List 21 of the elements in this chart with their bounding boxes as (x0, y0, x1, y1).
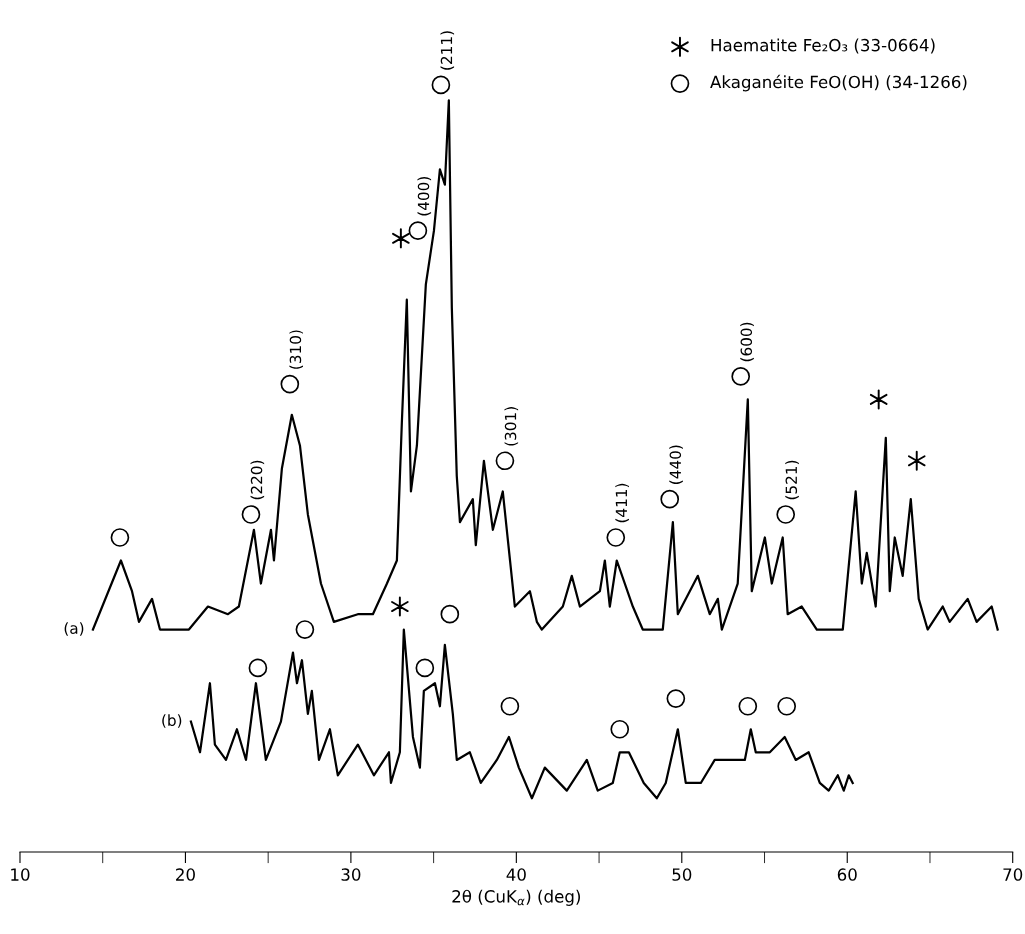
x-tick-label: 60 (837, 868, 857, 881)
legend-label: Akaganéite FeO(OH) (34-1266) (710, 74, 967, 92)
annotation: (400) (417, 176, 432, 216)
annotation: (220) (250, 460, 265, 500)
series-label: (a) (64, 622, 84, 636)
annotation: (600) (740, 322, 754, 362)
x-tick-label: 50 (672, 868, 692, 881)
annotation: (211) (440, 31, 455, 70)
annotation: (411) (615, 483, 629, 523)
series-label: (b) (162, 714, 182, 728)
annotation: (521) (785, 460, 799, 500)
x-axis-title: 2θ (CuK$_{α}$) (deg) (452, 889, 580, 906)
x-tick-label: 10 (11, 868, 30, 881)
x-tick-label: 20 (176, 868, 195, 881)
annotation: (301) (504, 407, 519, 446)
annotation: (310) (289, 330, 304, 369)
annotation: (440) (669, 445, 683, 484)
x-tick-label: 40 (506, 868, 526, 881)
x-tick-label: 70 (1003, 868, 1023, 881)
legend-label: Haematite Fe₂O₃ (33-0664) (711, 38, 935, 54)
x-tick-label: 30 (341, 868, 361, 881)
